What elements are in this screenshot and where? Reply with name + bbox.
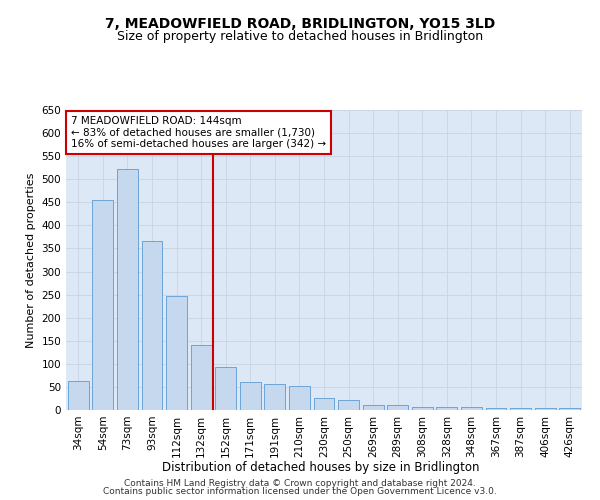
Text: Distribution of detached houses by size in Bridlington: Distribution of detached houses by size …	[162, 461, 480, 474]
Y-axis label: Number of detached properties: Number of detached properties	[26, 172, 36, 348]
Bar	[117, 168, 138, 410]
Bar	[314, 398, 334, 410]
Bar	[485, 408, 506, 410]
Bar	[412, 407, 433, 410]
Bar	[265, 384, 286, 410]
Bar	[362, 406, 383, 410]
Text: 7, MEADOWFIELD ROAD, BRIDLINGTON, YO15 3LD: 7, MEADOWFIELD ROAD, BRIDLINGTON, YO15 3…	[105, 18, 495, 32]
Bar	[510, 408, 531, 410]
Bar	[191, 346, 212, 410]
Bar	[387, 405, 408, 410]
Bar	[240, 382, 261, 410]
Bar	[559, 408, 580, 410]
Bar	[142, 240, 163, 410]
Text: Size of property relative to detached houses in Bridlington: Size of property relative to detached ho…	[117, 30, 483, 43]
Bar	[92, 200, 113, 410]
Bar	[68, 382, 89, 410]
Text: Contains public sector information licensed under the Open Government Licence v3: Contains public sector information licen…	[103, 487, 497, 496]
Bar	[338, 400, 359, 410]
Bar	[166, 296, 187, 410]
Text: 7 MEADOWFIELD ROAD: 144sqm
← 83% of detached houses are smaller (1,730)
16% of s: 7 MEADOWFIELD ROAD: 144sqm ← 83% of deta…	[71, 116, 326, 149]
Bar	[436, 407, 457, 410]
Bar	[289, 386, 310, 410]
Bar	[461, 407, 482, 410]
Bar	[535, 408, 556, 410]
Text: Contains HM Land Registry data © Crown copyright and database right 2024.: Contains HM Land Registry data © Crown c…	[124, 478, 476, 488]
Bar	[215, 367, 236, 410]
